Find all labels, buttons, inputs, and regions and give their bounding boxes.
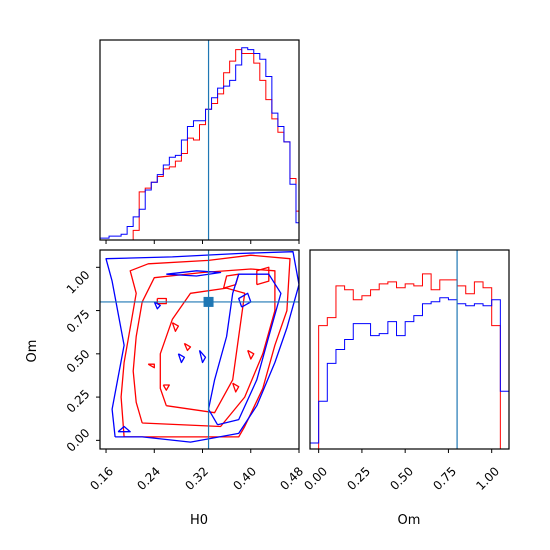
- om-hist-red: [318, 273, 501, 449]
- red-contour: [232, 382, 240, 393]
- red-contour: [147, 363, 155, 369]
- blue-contour: [105, 251, 299, 443]
- red-contour: [132, 268, 276, 428]
- joint-contour-panel: [96, 249, 300, 453]
- om-xtick-label: 0.50: [387, 464, 416, 493]
- joint-truth-marker: [203, 296, 214, 307]
- joint-ytick-label: 0.25: [64, 387, 93, 416]
- om-x-axis-label: Om: [398, 513, 421, 528]
- om-hist-blue: [310, 297, 509, 449]
- joint-ytick-label: 1.00: [64, 268, 93, 297]
- joint-xtick-label: 0.16: [87, 464, 116, 493]
- om-hist-group: [310, 273, 509, 449]
- blue-contour: [238, 292, 252, 308]
- joint-axes-frame: [99, 249, 300, 450]
- red-contour: [159, 287, 246, 414]
- joint-y-axis-label: Om: [25, 340, 40, 363]
- joint-x-axis-label: H0: [190, 513, 208, 528]
- joint-xtick-label: 0.24: [134, 464, 163, 493]
- red-contour: [171, 322, 180, 332]
- h0-marginal-panel: [99, 39, 300, 244]
- h0-axes-frame: [99, 39, 300, 241]
- joint-ytick-label: 0.75: [64, 307, 93, 336]
- red-contour: [183, 342, 192, 352]
- joint-contour-group: [105, 251, 299, 443]
- joint-ytick-label: 0.50: [64, 347, 93, 376]
- blue-contour: [207, 273, 282, 426]
- red-contour: [156, 297, 167, 305]
- blue-contour: [153, 301, 161, 310]
- blue-contour: [177, 353, 186, 364]
- om-marginal-panel: [309, 249, 510, 453]
- om-xtick-label: 0.00: [301, 464, 330, 493]
- red-contour: [247, 349, 255, 360]
- blue-contour: [198, 349, 207, 364]
- om-xtick-label: 0.25: [344, 464, 373, 493]
- blue-contour: [117, 425, 131, 433]
- red-contour: [120, 254, 291, 438]
- joint-xtick-label: 0.40: [230, 464, 259, 493]
- red-contour: [256, 266, 270, 286]
- h0-hist-group: [100, 47, 299, 240]
- om-xtick-label: 1.00: [473, 464, 502, 493]
- joint-xtick-label: 0.32: [182, 464, 211, 493]
- joint-xtick-label: 0.48: [277, 464, 306, 493]
- joint-ytick-label: 0.00: [64, 426, 93, 455]
- h0-hist-blue: [100, 47, 299, 239]
- om-xtick-label: 0.75: [430, 464, 459, 493]
- red-contour: [162, 384, 170, 391]
- blue-contour: [166, 270, 222, 277]
- om-axes-frame: [309, 249, 510, 450]
